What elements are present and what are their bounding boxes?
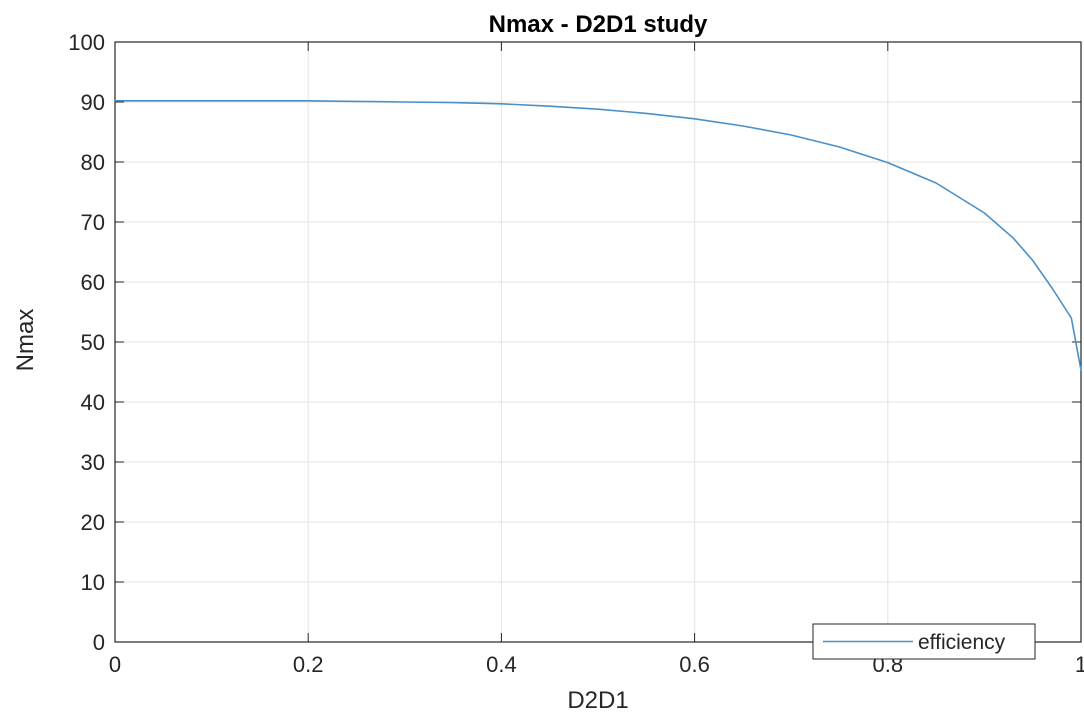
y-tick-label: 10	[81, 570, 105, 595]
x-tick-label: 0.6	[679, 652, 710, 677]
legend-label-efficiency: efficiency	[918, 631, 1006, 654]
x-tick-label: 0.2	[293, 652, 324, 677]
legend: efficiency	[812, 623, 1036, 660]
x-tick-label: 0	[109, 652, 121, 677]
axes	[114, 41, 1082, 643]
y-tick-label: 70	[81, 210, 105, 235]
y-tick-label: 60	[81, 270, 105, 295]
y-tick-label: 40	[81, 390, 105, 415]
y-tick-label: 50	[81, 330, 105, 355]
chart-title: Nmax - D2D1 study	[489, 11, 708, 38]
series-lines	[114, 100, 1082, 372]
x-tick-label: 0.4	[486, 652, 517, 677]
y-tick-label: 80	[81, 150, 105, 175]
y-axis-label: Nmax	[12, 309, 39, 372]
y-tick-label: 90	[81, 90, 105, 115]
y-tick-label: 30	[81, 450, 105, 475]
y-tick-label: 20	[81, 510, 105, 535]
x-tick-label: 1	[1075, 652, 1084, 677]
y-tick-label: 100	[68, 30, 105, 55]
series-line-efficiency	[114, 100, 1082, 372]
x-axis-label: D2D1	[567, 687, 628, 713]
y-tick-label: 0	[93, 630, 105, 655]
